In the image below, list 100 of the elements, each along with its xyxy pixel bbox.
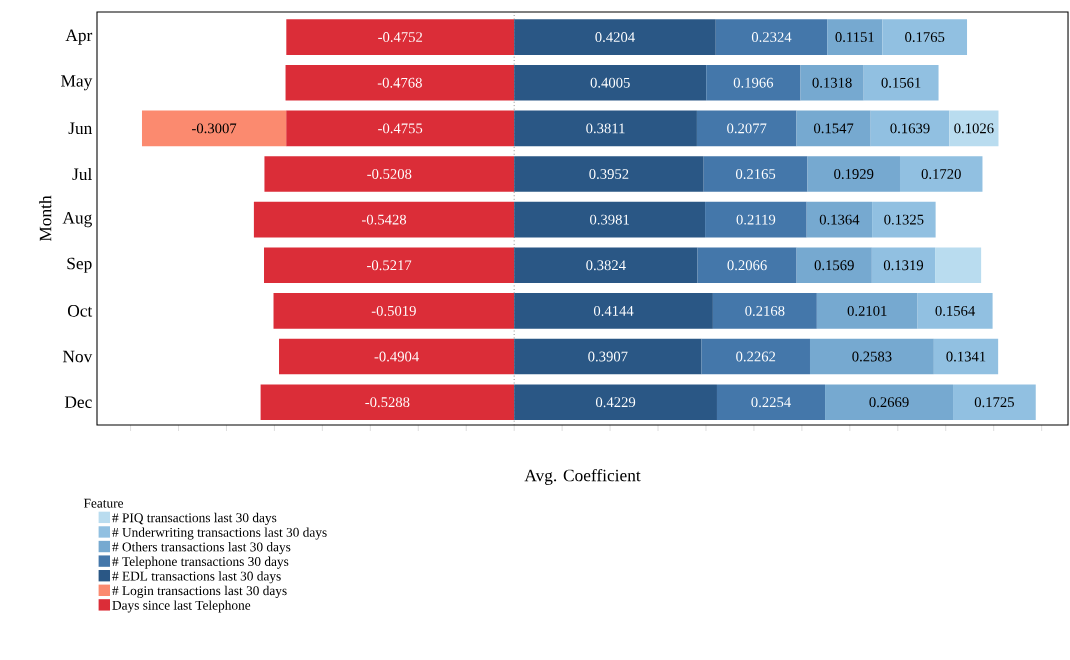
bar: [706, 64, 801, 101]
bar: [933, 338, 999, 375]
bar: [712, 293, 817, 329]
data-label: 0.4144: [593, 305, 634, 316]
data-label: -0.4752: [378, 32, 423, 43]
bar: [806, 201, 873, 238]
data-label: 0.2262: [736, 351, 776, 362]
bar: [273, 293, 515, 329]
data-label: -0.5208: [367, 169, 412, 179]
data-label: 0.1561: [881, 77, 921, 88]
bar: [807, 156, 900, 192]
legend-label: # Telephone transactions 30 days: [112, 556, 289, 569]
legend-label: # Others transactions last 30 days: [112, 542, 291, 555]
data-label: 0.3824: [586, 260, 626, 271]
bar: [514, 64, 707, 101]
data-label: 0.1639: [890, 123, 930, 134]
data-label: -0.5428: [361, 214, 407, 225]
y-tick-label: Jul: [72, 167, 92, 181]
bar: [899, 156, 983, 192]
data-label: 0.1341: [946, 351, 986, 362]
y-tick-label: Nov: [62, 350, 93, 363]
bar: [882, 19, 968, 55]
bar: [917, 293, 993, 329]
data-label: -0.5217: [367, 260, 412, 271]
legend-label: Days since last Telephone: [112, 600, 251, 613]
bar: [260, 384, 515, 420]
x-axis-title: Avg. Coefficient: [524, 468, 641, 485]
bar: [514, 201, 706, 238]
bar: [870, 110, 950, 147]
y-tick-label: Apr: [65, 29, 93, 45]
bar: [796, 247, 872, 284]
bar: [697, 247, 797, 284]
bar: [514, 293, 713, 329]
bar: [264, 156, 515, 192]
data-label: 0.1319: [883, 260, 924, 271]
bar: [800, 64, 864, 101]
data-label: -0.4904: [374, 351, 419, 362]
data-label: 0.2101: [847, 305, 887, 316]
bar: [285, 64, 515, 101]
bar: [827, 19, 883, 55]
bar: [279, 338, 515, 375]
bar: [796, 110, 871, 147]
data-label: -0.5288: [365, 397, 410, 408]
bar: [863, 64, 939, 101]
data-label: 0.1569: [814, 260, 854, 271]
data-label: 0.2165: [735, 169, 776, 179]
data-label: 0.1026: [954, 123, 994, 134]
bar: [514, 247, 698, 284]
bar: [715, 19, 828, 55]
data-label: 0.2168: [745, 305, 785, 316]
data-label: 0.3981: [590, 214, 629, 225]
data-label: 0.1547: [814, 123, 854, 134]
data-label: -0.3007: [192, 123, 237, 134]
y-tick-label: Sep: [67, 257, 92, 273]
bar: [701, 338, 810, 375]
data-label: 0.1725: [974, 397, 1014, 408]
bar: [935, 247, 982, 284]
data-label: 0.3811: [586, 123, 625, 134]
data-label: 0.1929: [834, 169, 874, 179]
bar: [514, 338, 702, 375]
data-label: -0.4768: [377, 77, 422, 88]
y-tick-label: Oct: [67, 305, 93, 317]
data-label: 0.1564: [935, 305, 976, 316]
data-label: 0.1966: [733, 77, 774, 88]
data-label: 0.3952: [589, 169, 629, 179]
bar: [253, 201, 515, 238]
legend-label: # Login transactions last 30 days: [112, 585, 287, 598]
bar: [949, 110, 999, 147]
bar: [514, 110, 697, 147]
bar: [705, 201, 807, 238]
y-tick-label: Dec: [64, 396, 92, 408]
bar: [514, 384, 717, 420]
data-label: 0.2324: [751, 32, 792, 43]
y-tick-label: Aug: [62, 212, 92, 228]
bar: [871, 247, 936, 284]
data-label: -0.4755: [378, 123, 423, 134]
bar: [953, 384, 1036, 420]
bar: [809, 338, 934, 375]
data-label: 0.1364: [819, 214, 860, 225]
bar: [716, 384, 826, 420]
bar: [286, 19, 515, 55]
bar: [514, 19, 716, 55]
data-label: 0.2119: [736, 214, 776, 225]
bar: [264, 247, 515, 284]
data-label: 0.2254: [751, 397, 791, 408]
data-label: 0.2066: [727, 260, 767, 271]
data-label: 0.4229: [595, 397, 636, 408]
data-label: 0.3907: [588, 351, 628, 362]
bar: [703, 156, 808, 192]
data-label: 0.1325: [884, 214, 924, 225]
y-tick-label: May: [61, 75, 93, 91]
bar: [286, 110, 515, 147]
data-label: 0.2077: [727, 123, 767, 134]
bar: [872, 201, 936, 238]
data-label: 0.4204: [595, 32, 635, 43]
data-label: 0.2669: [869, 397, 909, 408]
bar: [514, 156, 704, 192]
data-label: 0.4005: [590, 77, 630, 88]
legend-label: # EDL transactions last 30 days: [112, 571, 281, 584]
bar: [816, 293, 918, 329]
